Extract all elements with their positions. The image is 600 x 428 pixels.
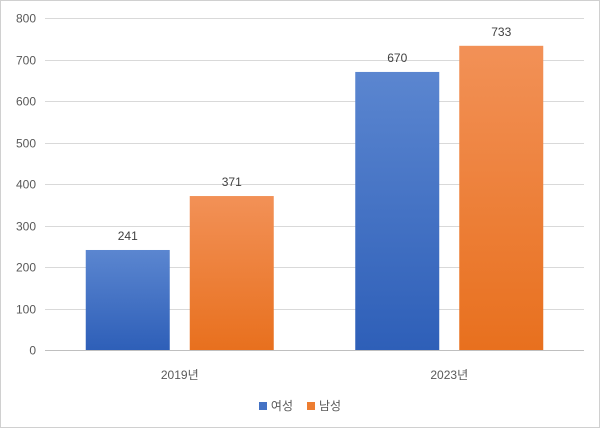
x-axis-ticks: 2019년 2023년	[161, 368, 468, 382]
bar-female-1	[355, 71, 440, 350]
y-tick-label-600: 600	[16, 95, 36, 109]
data-label-male-1: 733	[491, 25, 511, 39]
x-tick-label-1: 2023년	[430, 368, 468, 382]
y-tick-label-300: 300	[16, 220, 36, 234]
x-tick-label-0: 2019년	[161, 368, 199, 382]
legend-item-female: 여성	[258, 397, 293, 414]
legend-label-female: 여성	[270, 399, 293, 413]
legend-swatch-female	[258, 401, 267, 410]
bar-female-0	[85, 249, 170, 350]
y-tick-label-400: 400	[16, 178, 36, 192]
data-label-female-0: 241	[118, 229, 138, 243]
bar-male-1	[459, 45, 544, 351]
y-tick-label-700: 700	[16, 54, 36, 68]
y-tick-label-800: 800	[16, 12, 36, 26]
legend-swatch-male	[307, 401, 315, 410]
data-label-female-1: 670	[387, 51, 407, 65]
y-tick-label-500: 500	[16, 137, 36, 151]
y-axis-ticks: 0 100 200 300 400 500 600 700 800	[16, 12, 36, 358]
data-label-male-0: 371	[222, 175, 242, 189]
y-tick-label-100: 100	[16, 303, 36, 317]
bars	[85, 45, 544, 351]
y-tick-label-200: 200	[16, 261, 36, 275]
legend-item-male: 남성	[307, 397, 341, 414]
legend: 여성 남성	[1, 397, 599, 414]
y-tick-label-0: 0	[29, 344, 36, 358]
bar-male-0	[189, 196, 274, 350]
data-labels: 241 371 670 733	[118, 25, 512, 243]
legend-label-male: 남성	[319, 399, 342, 413]
